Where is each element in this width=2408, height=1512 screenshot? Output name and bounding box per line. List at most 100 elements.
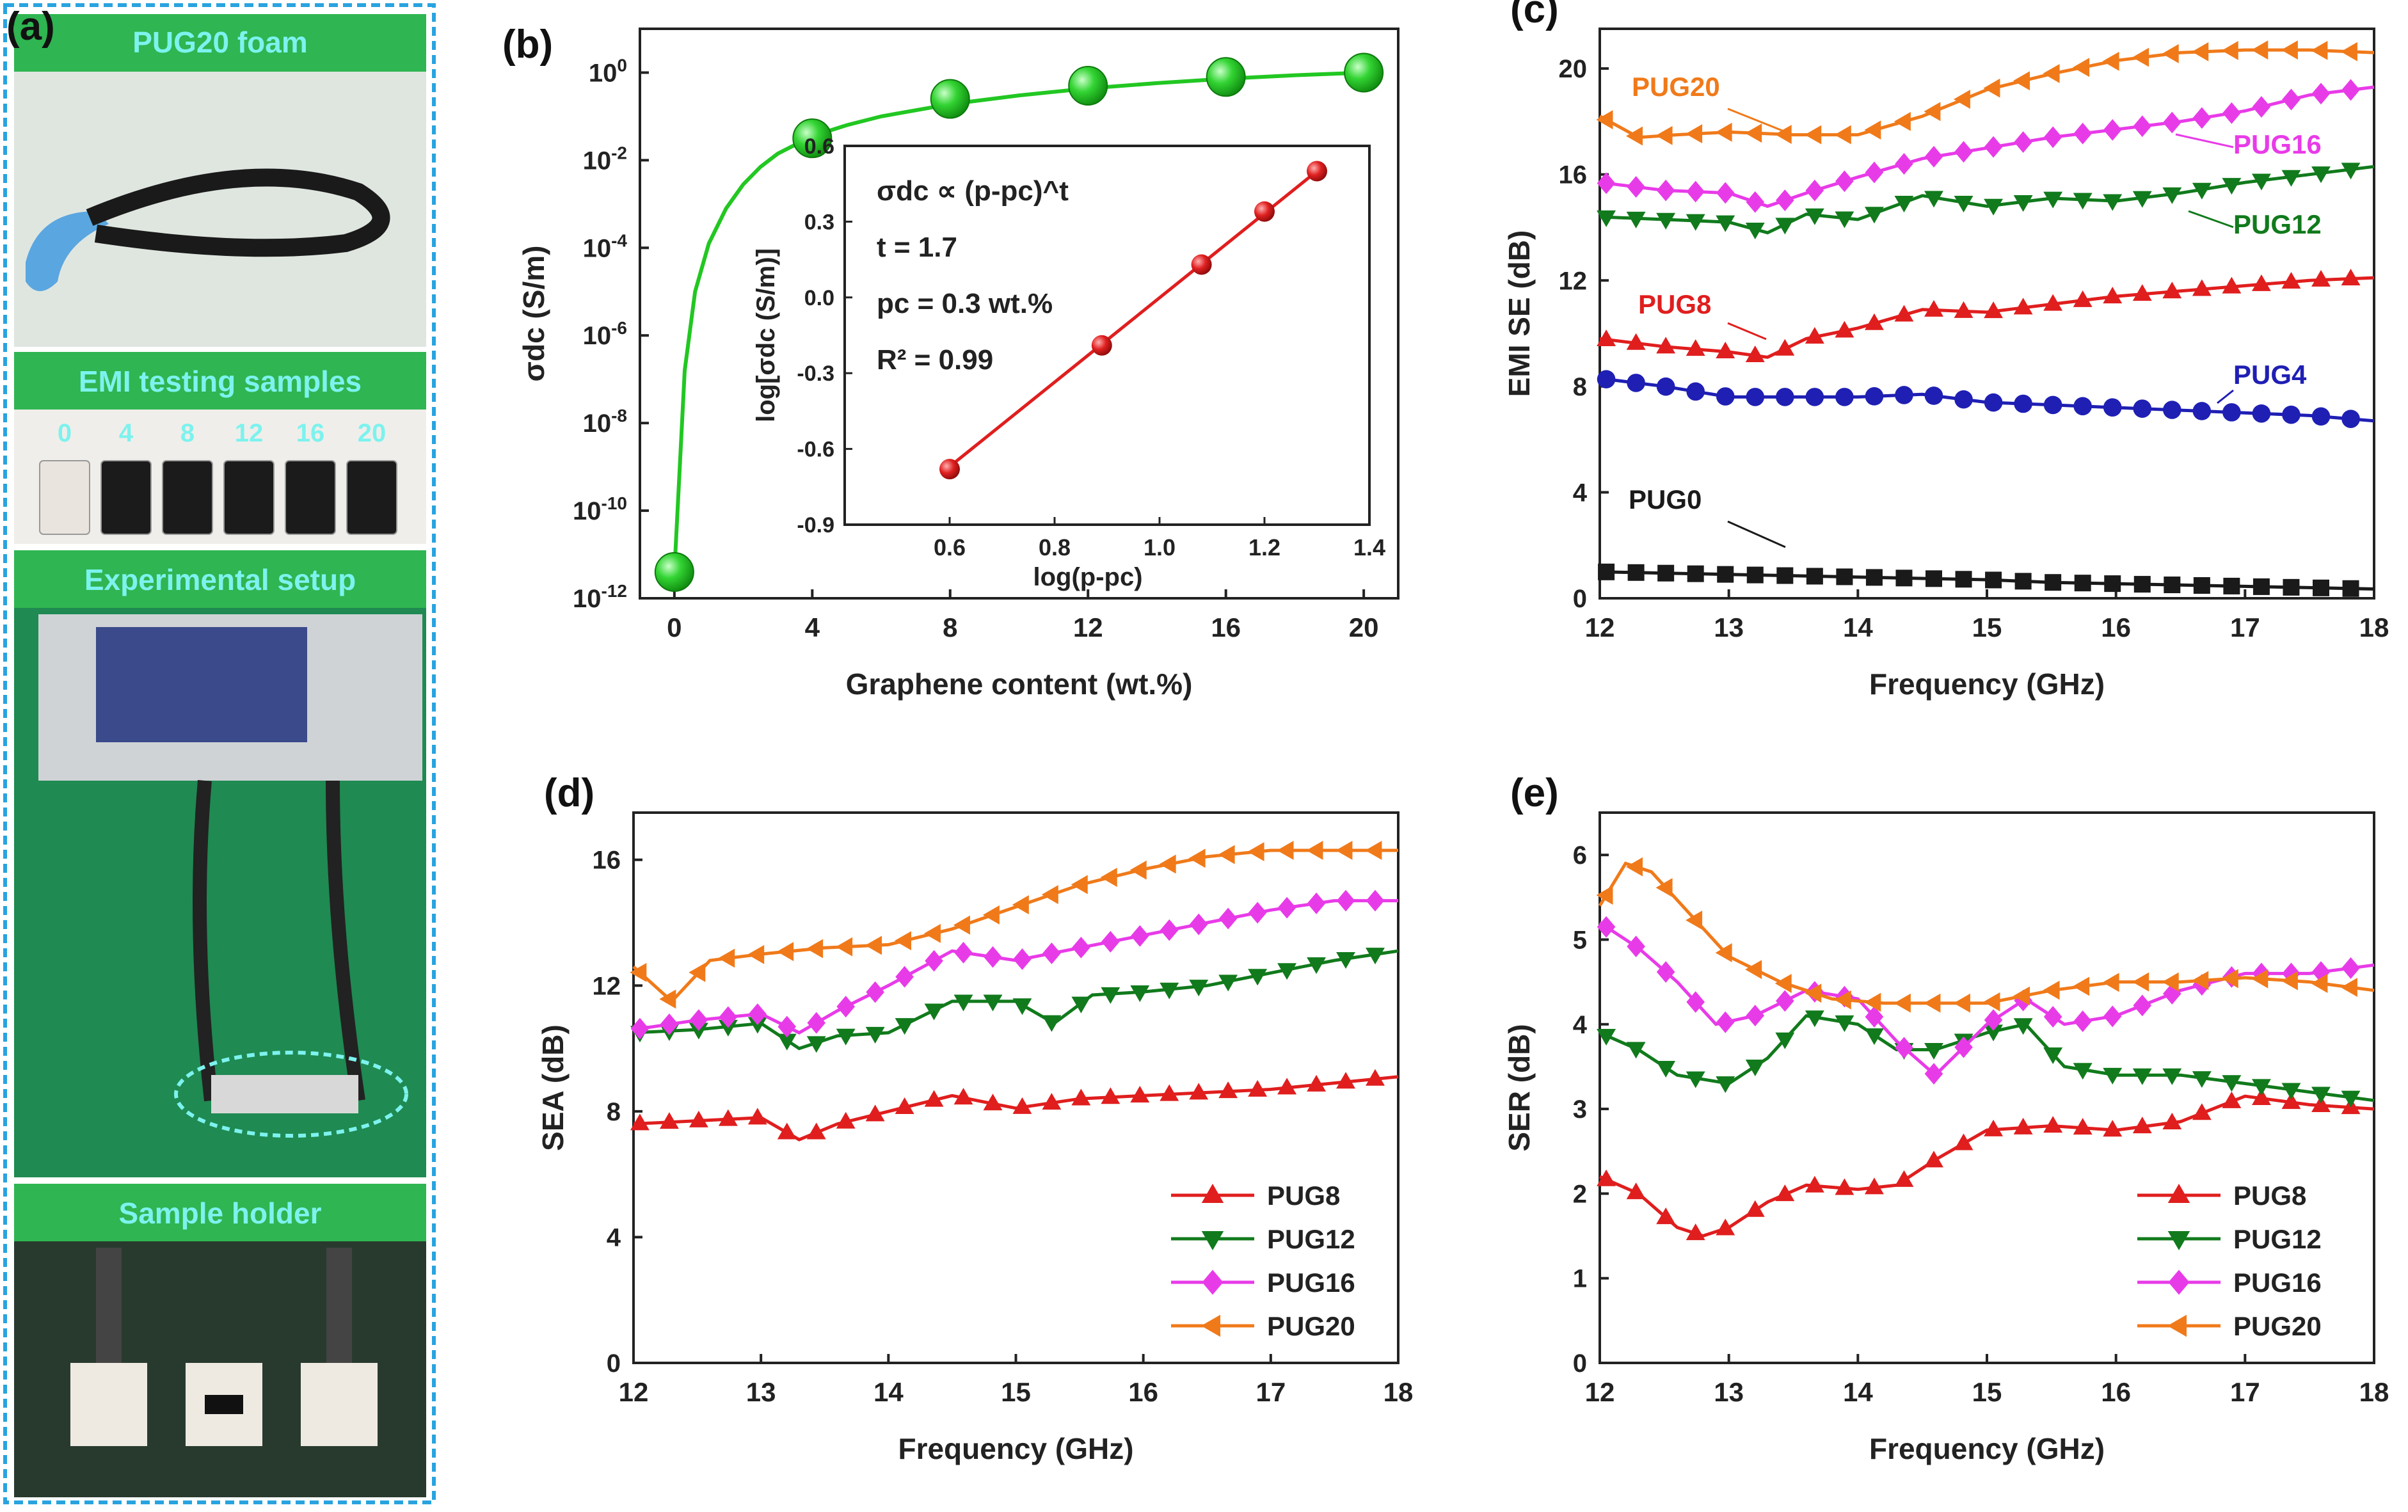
y-tick-label: 4 xyxy=(607,1223,621,1252)
series-label-arrow xyxy=(2217,389,2234,404)
inset-data-point xyxy=(939,459,960,480)
inset-y-tick-label: -0.6 xyxy=(797,438,834,462)
data-marker-pug16 xyxy=(1835,170,1854,193)
data-marker-pug8 xyxy=(1248,1079,1268,1097)
data-marker-pug12 xyxy=(2132,191,2152,208)
series-label-pug20: PUG20 xyxy=(1632,72,1720,102)
data-marker-pug20 xyxy=(2221,41,2238,60)
data-marker-pug12 xyxy=(718,1019,738,1037)
x-tick-label: 14 xyxy=(873,1377,904,1407)
data-marker-pug12 xyxy=(2192,182,2212,200)
data-marker-pug0 xyxy=(2133,576,2151,593)
data-marker-pug20 xyxy=(1745,960,1762,980)
data-marker-pug16 xyxy=(1656,961,1675,983)
data-marker-pug16 xyxy=(895,966,914,988)
sample-block xyxy=(346,460,397,535)
data-marker-pug20 xyxy=(1277,841,1294,860)
data-marker-pug8 xyxy=(1924,299,1943,317)
data-marker-pug16 xyxy=(1924,146,1943,168)
data-marker-pug16 xyxy=(2252,96,2271,118)
series-label-pug4: PUG4 xyxy=(2233,360,2307,390)
data-marker-pug12 xyxy=(1745,1060,1765,1077)
data-marker-pug20 xyxy=(2340,42,2357,61)
x-tick-label: 15 xyxy=(1972,1377,2002,1407)
x-tick-label: 13 xyxy=(1714,1377,1744,1407)
data-marker-pug8 xyxy=(983,1094,1003,1111)
data-marker-pug4 xyxy=(1716,387,1735,406)
data-marker-pug16 xyxy=(1101,930,1120,953)
data-marker-pug16 xyxy=(866,981,884,1003)
data-marker-pug0 xyxy=(1776,567,1794,584)
data-marker-pug16 xyxy=(1042,943,1061,964)
data-marker-pug8 xyxy=(777,1122,797,1140)
data-marker-pug12 xyxy=(1042,1015,1062,1032)
data-marker-pug20 xyxy=(1041,885,1058,905)
data-marker-pug16 xyxy=(2222,102,2241,124)
data-marker-pug20 xyxy=(1686,124,1703,144)
data-marker-pug8 xyxy=(1745,1200,1765,1217)
data-marker-pug20 xyxy=(1983,992,2000,1012)
data-marker-pug12 xyxy=(1805,208,1824,225)
data-marker-pug4 xyxy=(1954,390,1973,409)
y-tick-label: 10-8 xyxy=(583,406,627,438)
data-marker-pug8 xyxy=(1894,1170,1914,1187)
holder-slot xyxy=(205,1395,243,1414)
data-marker-pug8 xyxy=(2013,1117,2033,1134)
legend-marker-pug20 xyxy=(1201,1314,1220,1337)
legend-marker-pug20 xyxy=(2167,1314,2187,1337)
inset-x-axis-label: log(p-pc) xyxy=(1033,563,1142,591)
inset-data-point xyxy=(1091,335,1112,356)
data-marker-pug8 xyxy=(1835,321,1854,338)
data-marker-pug12 xyxy=(2222,1075,2242,1092)
y-tick-label: 6 xyxy=(1573,841,1587,870)
data-marker-pug20 xyxy=(2311,40,2328,60)
data-marker-pug12 xyxy=(2341,163,2361,180)
data-marker-pug8 xyxy=(1745,346,1765,363)
data-marker-pug12 xyxy=(1218,975,1238,992)
data-marker-pug8 xyxy=(1597,1169,1616,1186)
data-marker-pug16 xyxy=(1627,176,1645,198)
x-tick-label: 20 xyxy=(1349,612,1379,642)
data-marker-pug20 xyxy=(836,937,853,957)
data-marker-pug12 xyxy=(2192,1071,2212,1088)
sample-number: 0 xyxy=(58,419,72,447)
data-marker-pug8 xyxy=(1597,329,1616,346)
x-tick-label: 12 xyxy=(1073,612,1103,642)
panel-a: PUG20 foam EMI testing samples 0 4 8 12 16 20… xyxy=(3,3,436,1504)
data-marker-pug8 xyxy=(1160,1084,1179,1101)
data-marker-pug20 xyxy=(1715,943,1732,962)
sample-block xyxy=(285,460,336,535)
series-line-pug20 xyxy=(632,848,1398,1004)
inset-y-tick-label: 0.6 xyxy=(804,134,834,159)
data-marker-pug8 xyxy=(1924,1150,1943,1168)
data-marker-pug16 xyxy=(2043,1006,2062,1028)
data-marker-pug12 xyxy=(1835,1015,1854,1032)
data-marker-pug16 xyxy=(1686,991,1705,1013)
inset-data-point xyxy=(1254,201,1275,222)
data-marker-pug8 xyxy=(1984,301,2004,319)
data-marker-pug8 xyxy=(1894,305,1914,322)
emi-title-bar xyxy=(14,352,426,410)
y-tick-label: 10-4 xyxy=(583,230,628,262)
data-marker-pug16 xyxy=(2282,88,2300,111)
data-marker-pug12 xyxy=(1805,1010,1824,1028)
data-marker-pug16 xyxy=(1656,179,1675,202)
inset-data-point xyxy=(1191,254,1212,275)
data-marker-pug8 xyxy=(1042,1093,1062,1110)
data-marker-pug16 xyxy=(1336,889,1355,912)
data-marker-pug16 xyxy=(689,1009,708,1031)
data-marker-pug20 xyxy=(1834,990,1851,1010)
data-marker-pug12 xyxy=(2162,187,2182,204)
legend-marker-pug12 xyxy=(2167,1231,2190,1250)
data-marker-pug0 xyxy=(1746,566,1764,584)
data-marker-pug12 xyxy=(2162,1068,2182,1085)
sample-block xyxy=(223,460,275,535)
inset-annotation: t = 1.7 xyxy=(877,232,957,263)
data-marker-pug20 xyxy=(1655,125,1673,145)
data-marker-pug12 xyxy=(1924,1043,1943,1060)
x-tick-label: 4 xyxy=(805,612,820,642)
data-marker-pug16 xyxy=(1072,936,1090,959)
data-marker-pug0 xyxy=(1955,571,1972,588)
data-marker-pug20 xyxy=(1686,911,1703,930)
data-marker-pug4 xyxy=(2282,405,2300,424)
